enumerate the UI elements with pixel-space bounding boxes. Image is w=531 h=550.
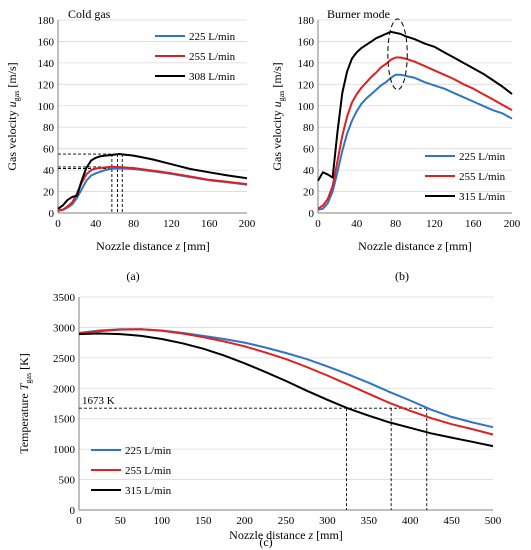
y-tick-label: 140 <box>298 58 315 70</box>
x-tick-label: 40 <box>351 218 363 230</box>
x-tick-label: 80 <box>128 218 140 230</box>
highlight-ellipse <box>387 18 408 91</box>
series-line-2 <box>57 153 248 210</box>
y-tick-label: 2500 <box>53 353 76 365</box>
chart-burner-mode: 0 20 40 60 80 100 120 140 160 180 0 40 80 120 160 200 22… <box>270 7 521 253</box>
chart-title: Cold gas <box>68 7 111 21</box>
x-tick-label: 200 <box>239 218 256 230</box>
chart-temperature: 0 500 1000 1500 2000 2500 3000 3500 0 50 100 150 200… <box>17 292 502 542</box>
x-tick-label: 0 <box>315 218 321 230</box>
y-axis-label: Temperature Tgas [K] <box>17 353 33 454</box>
x-tick-label: 0 <box>55 218 61 230</box>
series-line-2 <box>78 332 494 448</box>
y-tick-label: 0 <box>70 505 76 517</box>
chart-cold-gas: 0 20 40 60 80 100 120 140 160 180 0 40 80 120 160 200 22… <box>5 7 256 253</box>
legend-label: 255 L/min <box>189 51 236 63</box>
y-tick-label: 120 <box>38 79 55 91</box>
y-tick-label: 160 <box>298 36 315 48</box>
x-axis-label: Nozzle distance z [mm] <box>229 528 343 542</box>
y-tick-label: 160 <box>38 36 55 48</box>
x-tick-label: 450 <box>443 515 460 527</box>
y-tick-label: 1500 <box>53 414 76 426</box>
y-tick-label: 0 <box>309 208 315 220</box>
legend-label: 308 L/min <box>189 71 236 83</box>
y-tick-label: 60 <box>303 144 315 156</box>
x-tick-label: 150 <box>195 515 212 527</box>
series-line-2 <box>317 30 513 182</box>
x-axis-label: Nozzle distance z [mm] <box>358 239 472 253</box>
x-tick-label: 400 <box>402 515 419 527</box>
x-tick-label: 250 <box>278 515 295 527</box>
y-axis-label: Gas velocity ugas [m/s] <box>5 62 21 170</box>
x-tick-label: 120 <box>426 218 443 230</box>
x-tick-label: 200 <box>504 218 521 230</box>
y-tick-label: 80 <box>43 122 55 134</box>
x-tick-label: 0 <box>76 515 82 527</box>
x-tick-label: 80 <box>390 218 402 230</box>
legend-label: 255 L/min <box>125 465 172 477</box>
y-tick-label: 180 <box>38 15 55 27</box>
x-tick-label: 500 <box>485 515 502 527</box>
x-tick-label: 300 <box>319 515 336 527</box>
y-tick-label: 120 <box>298 79 315 91</box>
x-tick-label: 40 <box>90 218 102 230</box>
legend-label: 225 L/min <box>189 31 236 43</box>
y-tick-label: 0 <box>49 208 55 220</box>
y-tick-label: 20 <box>43 187 55 199</box>
y-tick-label: 100 <box>38 101 55 113</box>
y-tick-label: 3500 <box>53 292 76 304</box>
caption-c: (c) <box>259 535 272 549</box>
legend-label: 225 L/min <box>459 151 506 163</box>
y-tick-label: 100 <box>298 101 315 113</box>
x-tick-label: 350 <box>361 515 378 527</box>
legend-label: 255 L/min <box>459 171 506 183</box>
y-axis-label: Gas velocity ugas [m/s] <box>270 62 286 170</box>
x-tick-label: 50 <box>115 515 127 527</box>
x-tick-label: 100 <box>154 515 171 527</box>
y-tick-label: 2000 <box>53 383 76 395</box>
series-line-0 <box>317 73 513 211</box>
y-tick-label: 140 <box>38 58 55 70</box>
caption-a: (a) <box>126 269 139 283</box>
series-line-1 <box>78 328 494 436</box>
x-axis-label: Nozzle distance z [mm] <box>96 239 210 253</box>
y-tick-label: 40 <box>43 165 55 177</box>
x-tick-label: 160 <box>201 218 218 230</box>
caption-b: (b) <box>395 269 409 283</box>
annotation-label: 1673 K <box>82 395 115 407</box>
chart-title: Burner mode <box>327 7 390 21</box>
x-tick-label: 160 <box>465 218 482 230</box>
series-line-0 <box>78 328 494 429</box>
y-tick-label: 40 <box>303 165 315 177</box>
y-tick-label: 20 <box>303 187 315 199</box>
x-tick-label: 120 <box>163 218 180 230</box>
x-tick-label: 200 <box>236 515 253 527</box>
y-tick-label: 60 <box>43 144 55 156</box>
y-tick-label: 80 <box>303 122 315 134</box>
y-tick-label: 500 <box>59 475 76 487</box>
legend-label: 225 L/min <box>125 445 172 457</box>
series-line-1 <box>57 165 248 212</box>
y-tick-label: 1000 <box>53 444 76 456</box>
legend-label: 315 L/min <box>459 191 506 203</box>
legend-label: 315 L/min <box>125 485 172 497</box>
y-tick-label: 3000 <box>53 322 76 334</box>
y-tick-label: 180 <box>298 15 315 27</box>
